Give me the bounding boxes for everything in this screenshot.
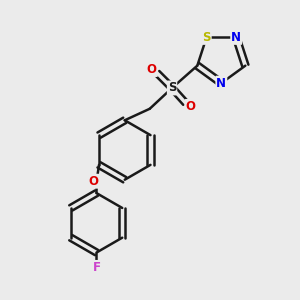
Text: O: O <box>186 100 196 113</box>
Text: O: O <box>147 63 157 76</box>
Text: O: O <box>88 175 99 188</box>
Text: N: N <box>231 31 241 44</box>
Text: S: S <box>202 31 211 44</box>
Text: S: S <box>168 82 176 94</box>
Text: F: F <box>92 261 101 274</box>
Text: N: N <box>216 76 226 90</box>
